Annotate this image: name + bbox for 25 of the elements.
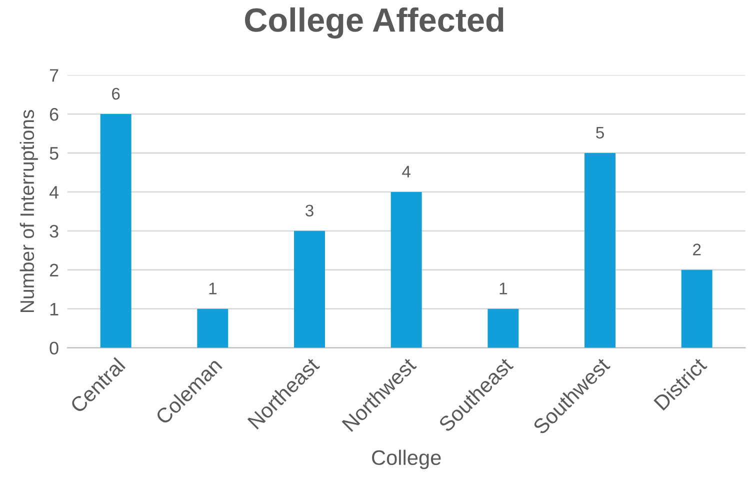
data-label: 1	[209, 282, 216, 294]
bar	[294, 230, 325, 348]
y-tick-label: 2	[50, 264, 58, 276]
bar	[584, 153, 616, 348]
y-tick-label: 1	[50, 302, 58, 316]
y-tick-label: 4	[49, 186, 59, 198]
y-axis-title: Number of Interruptions	[20, 110, 38, 312]
y-tick-label: 6	[50, 108, 58, 121]
y-tick-label: 3	[50, 224, 58, 238]
bar	[197, 308, 228, 348]
bar	[100, 114, 132, 348]
y-tick-label: 7	[50, 69, 58, 82]
chart-title: College Affected	[245, 7, 504, 39]
bar	[681, 270, 712, 348]
data-label: 1	[500, 282, 507, 294]
data-label: 6	[112, 88, 120, 100]
x-axis-title: College	[372, 450, 441, 470]
y-tick-label: 5	[50, 147, 58, 160]
data-label: 3	[306, 204, 314, 217]
data-label: 5	[596, 126, 604, 139]
y-tick-label: 0	[50, 342, 58, 354]
bar	[488, 308, 519, 348]
data-label: 4	[402, 166, 410, 178]
data-label: 2	[693, 244, 701, 256]
bar	[390, 192, 422, 348]
